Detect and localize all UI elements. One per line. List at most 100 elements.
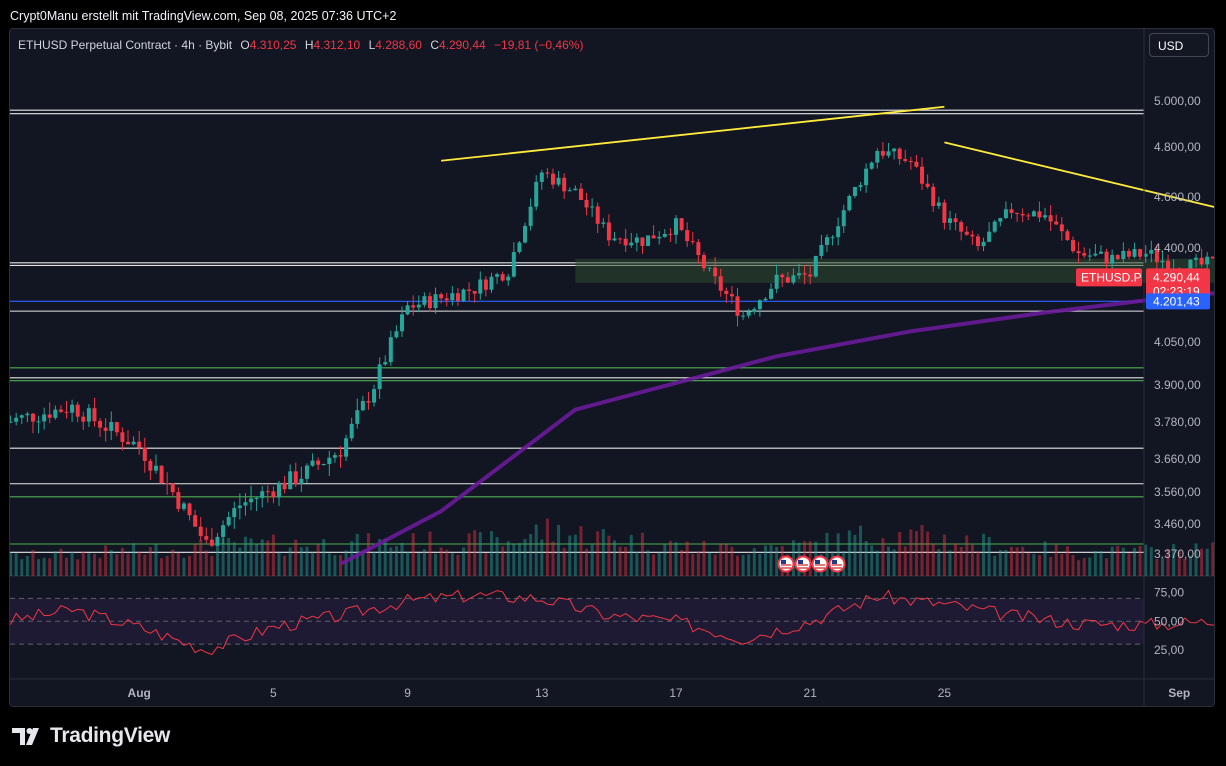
candle-body[interactable] — [668, 233, 673, 235]
candle-body[interactable] — [936, 202, 941, 206]
candle-body[interactable] — [657, 236, 662, 239]
candle-body[interactable] — [674, 218, 678, 235]
candle-body[interactable] — [293, 471, 298, 484]
candle-body[interactable] — [165, 483, 170, 485]
candle-body[interactable] — [590, 206, 595, 208]
candle-body[interactable] — [14, 417, 19, 422]
candle-body[interactable] — [260, 491, 265, 498]
candle-body[interactable] — [914, 161, 919, 167]
candle-body[interactable] — [819, 244, 824, 256]
candle-body[interactable] — [975, 236, 980, 247]
price-chart-svg[interactable]: SELL ZONE 5.000,004.800,004.600,004.400,… — [10, 29, 1214, 706]
candle-body[interactable] — [472, 290, 477, 294]
currency-button[interactable]: USD — [1149, 33, 1209, 57]
candle-body[interactable] — [981, 241, 986, 247]
candle-body[interactable] — [908, 160, 913, 162]
candle-body[interactable] — [797, 273, 802, 276]
candle-body[interactable] — [455, 293, 460, 302]
candle-body[interactable] — [1126, 250, 1131, 257]
candle-body[interactable] — [433, 294, 438, 309]
candle-body[interactable] — [763, 298, 768, 301]
candle-body[interactable] — [746, 311, 751, 316]
candle-body[interactable] — [651, 235, 656, 239]
candle-body[interactable] — [892, 148, 897, 152]
candle-body[interactable] — [623, 238, 628, 246]
candle-body[interactable] — [1160, 260, 1165, 263]
candle-body[interactable] — [1188, 259, 1193, 275]
candle-body[interactable] — [265, 491, 270, 493]
candle-body[interactable] — [321, 464, 326, 466]
candle-body[interactable] — [601, 222, 606, 224]
candle-body[interactable] — [1194, 257, 1199, 260]
candle-body[interactable] — [1026, 215, 1031, 217]
candle-body[interactable] — [86, 408, 91, 422]
candle-body[interactable] — [757, 300, 762, 310]
candle-body[interactable] — [416, 304, 421, 308]
chart-panel[interactable]: SELL ZONE 5.000,004.800,004.600,004.400,… — [9, 28, 1215, 707]
candle-body[interactable] — [170, 483, 175, 493]
candle-body[interactable] — [858, 185, 863, 187]
candle-body[interactable] — [332, 455, 337, 458]
candle-body[interactable] — [707, 267, 712, 269]
candle-body[interactable] — [802, 273, 807, 275]
candle-body[interactable] — [1020, 213, 1025, 216]
candle-body[interactable] — [47, 414, 52, 418]
candle-body[interactable] — [411, 305, 416, 308]
candle-body[interactable] — [193, 515, 198, 527]
candle-body[interactable] — [606, 222, 611, 241]
candle-body[interactable] — [545, 172, 550, 174]
candle-body[interactable] — [355, 410, 360, 424]
candle-body[interactable] — [947, 218, 952, 223]
candle-body[interactable] — [243, 502, 248, 506]
candle-body[interactable] — [36, 421, 41, 423]
candle-body[interactable] — [769, 288, 774, 299]
candle-body[interactable] — [662, 233, 667, 237]
candle-body[interactable] — [679, 218, 684, 230]
candle-body[interactable] — [495, 274, 500, 277]
candle-body[interactable] — [841, 210, 846, 227]
candle-body[interactable] — [567, 190, 572, 192]
candle-body[interactable] — [696, 242, 701, 256]
candle-body[interactable] — [1071, 240, 1076, 252]
candle-body[interactable] — [701, 255, 706, 269]
candle-body[interactable] — [25, 413, 30, 416]
candle-body[interactable] — [735, 296, 740, 316]
candle-body[interactable] — [550, 173, 555, 185]
candle-body[interactable] — [824, 237, 829, 245]
candle-body[interactable] — [942, 202, 947, 223]
candle-body[interactable] — [215, 536, 220, 546]
candle-body[interactable] — [523, 225, 528, 243]
candle-body[interactable] — [92, 408, 97, 422]
candle-body[interactable] — [304, 465, 309, 479]
candle-body[interactable] — [148, 460, 153, 471]
candle-body[interactable] — [450, 293, 455, 301]
candle-body[interactable] — [1059, 224, 1064, 232]
candle-body[interactable] — [562, 177, 567, 192]
candle-body[interactable] — [785, 277, 790, 283]
candle-body[interactable] — [388, 337, 393, 363]
candle-body[interactable] — [142, 447, 147, 461]
candle-body[interactable] — [282, 482, 287, 490]
candle-body[interactable] — [813, 255, 818, 277]
candle-body[interactable] — [998, 218, 1003, 222]
candle-body[interactable] — [931, 186, 936, 206]
candle-body[interactable] — [584, 199, 589, 208]
candle-body[interactable] — [1210, 256, 1214, 259]
moving-average-line[interactable] — [339, 275, 1215, 566]
candle-body[interactable] — [640, 237, 645, 246]
candle-body[interactable] — [1082, 253, 1087, 256]
candle-body[interactable] — [1015, 212, 1020, 214]
candle-body[interactable] — [271, 491, 276, 498]
candle-body[interactable] — [847, 196, 852, 211]
candle-body[interactable] — [741, 315, 746, 317]
candle-body[interactable] — [1048, 215, 1053, 222]
candle-body[interactable] — [198, 526, 203, 537]
candle-body[interactable] — [42, 414, 47, 422]
candle-body[interactable] — [439, 294, 444, 299]
candle-body[interactable] — [970, 234, 975, 237]
candle-body[interactable] — [1003, 209, 1008, 219]
candle-body[interactable] — [467, 289, 472, 291]
candle-body[interactable] — [964, 231, 969, 235]
candle-body[interactable] — [618, 238, 623, 240]
candle-body[interactable] — [634, 237, 639, 243]
